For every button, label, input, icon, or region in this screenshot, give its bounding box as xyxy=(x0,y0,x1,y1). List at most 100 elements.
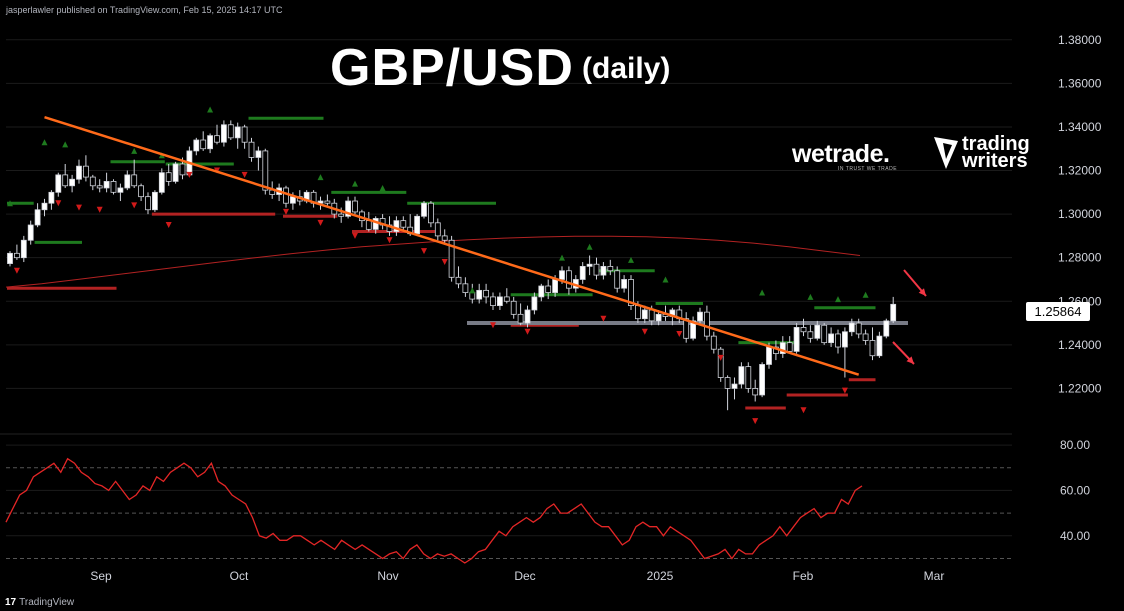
candle-body xyxy=(724,377,731,389)
candle xyxy=(704,305,710,341)
candle xyxy=(793,323,800,354)
candle-body xyxy=(27,224,34,241)
candle xyxy=(745,362,752,393)
candle-body xyxy=(110,181,117,193)
candle-body xyxy=(490,296,496,307)
candle-body xyxy=(69,178,75,187)
candle xyxy=(393,216,400,236)
candle-body xyxy=(704,311,710,337)
candle xyxy=(490,292,496,310)
candle-body xyxy=(393,220,400,232)
candle xyxy=(379,214,386,230)
price-tick-label: 1.30000 xyxy=(1058,207,1102,221)
down-marker xyxy=(186,171,193,178)
candle-body xyxy=(421,202,427,217)
candle xyxy=(717,347,724,382)
candle xyxy=(227,120,234,141)
candle xyxy=(476,283,483,304)
candle-body xyxy=(283,187,289,204)
x-tick-label: Nov xyxy=(377,569,398,583)
downtrend-line xyxy=(44,115,860,376)
candle xyxy=(779,336,786,358)
candle-body xyxy=(496,296,503,307)
up-marker xyxy=(862,291,869,298)
price-tick-label: 1.24000 xyxy=(1058,338,1102,352)
candle-body xyxy=(793,327,800,352)
candle-body xyxy=(731,383,738,389)
candle-body xyxy=(717,348,724,378)
candle-body xyxy=(738,366,745,385)
candle xyxy=(365,211,372,232)
candle-body xyxy=(552,279,558,293)
candle-body xyxy=(158,172,165,193)
candle xyxy=(207,133,214,154)
candle xyxy=(641,305,648,324)
candle xyxy=(89,174,96,191)
candle xyxy=(683,312,690,343)
price-gridlines xyxy=(0,39,1012,435)
candle xyxy=(138,183,145,202)
candle xyxy=(697,307,703,326)
candle xyxy=(200,131,207,151)
down-marker xyxy=(76,204,82,211)
candle-body xyxy=(145,196,151,211)
x-tick-label: Dec xyxy=(514,569,535,583)
candle xyxy=(96,179,103,193)
candle xyxy=(345,196,352,219)
candle-body xyxy=(635,305,641,320)
forecast-arrows xyxy=(892,269,927,365)
candle xyxy=(110,179,117,195)
candle xyxy=(131,159,138,188)
forecast-arrow-icon xyxy=(892,341,915,365)
candle-body xyxy=(752,388,759,396)
candle-body xyxy=(34,209,41,226)
trading-writers-line2: writers xyxy=(962,150,1028,172)
candle-body xyxy=(483,289,490,298)
candle-body xyxy=(545,285,552,293)
level-dashes xyxy=(7,116,876,410)
candle xyxy=(151,190,158,212)
down-marker xyxy=(352,232,358,239)
candle-body xyxy=(807,331,814,339)
candle-body xyxy=(828,333,834,344)
candle-body xyxy=(151,191,158,211)
candle xyxy=(427,201,434,228)
candle-body xyxy=(345,200,352,217)
tradingview-footer[interactable]: 17 TradingView xyxy=(5,597,74,608)
up-marker xyxy=(559,254,565,261)
candle-body xyxy=(427,202,434,224)
candle xyxy=(855,318,862,339)
candle-body xyxy=(821,324,828,344)
tradingview-logo-icon: 17 xyxy=(5,597,17,608)
candle-body xyxy=(89,176,96,187)
candle-body xyxy=(869,340,876,357)
candle xyxy=(483,283,490,304)
candle xyxy=(421,201,427,219)
candle xyxy=(248,137,255,162)
candle-body xyxy=(41,202,48,211)
arrow-head xyxy=(906,356,914,364)
candle-body xyxy=(786,342,793,352)
candle xyxy=(786,336,793,354)
candle xyxy=(538,283,545,302)
candle-body xyxy=(103,181,110,189)
candle xyxy=(524,305,531,328)
candle xyxy=(145,192,151,215)
candle xyxy=(234,122,241,149)
candle xyxy=(621,275,627,293)
candle-body xyxy=(200,139,207,150)
candle xyxy=(800,318,807,337)
last-price-label: 1.25864 xyxy=(1026,302,1090,321)
up-marker xyxy=(379,184,386,191)
candle-body xyxy=(83,165,89,178)
down-marker xyxy=(600,315,607,322)
candle-body xyxy=(814,324,821,339)
candle-body xyxy=(842,331,848,348)
candle-body xyxy=(234,126,241,139)
candle xyxy=(496,292,503,310)
candlesticks xyxy=(7,120,897,411)
candle xyxy=(821,323,828,345)
up-marker xyxy=(662,276,669,283)
